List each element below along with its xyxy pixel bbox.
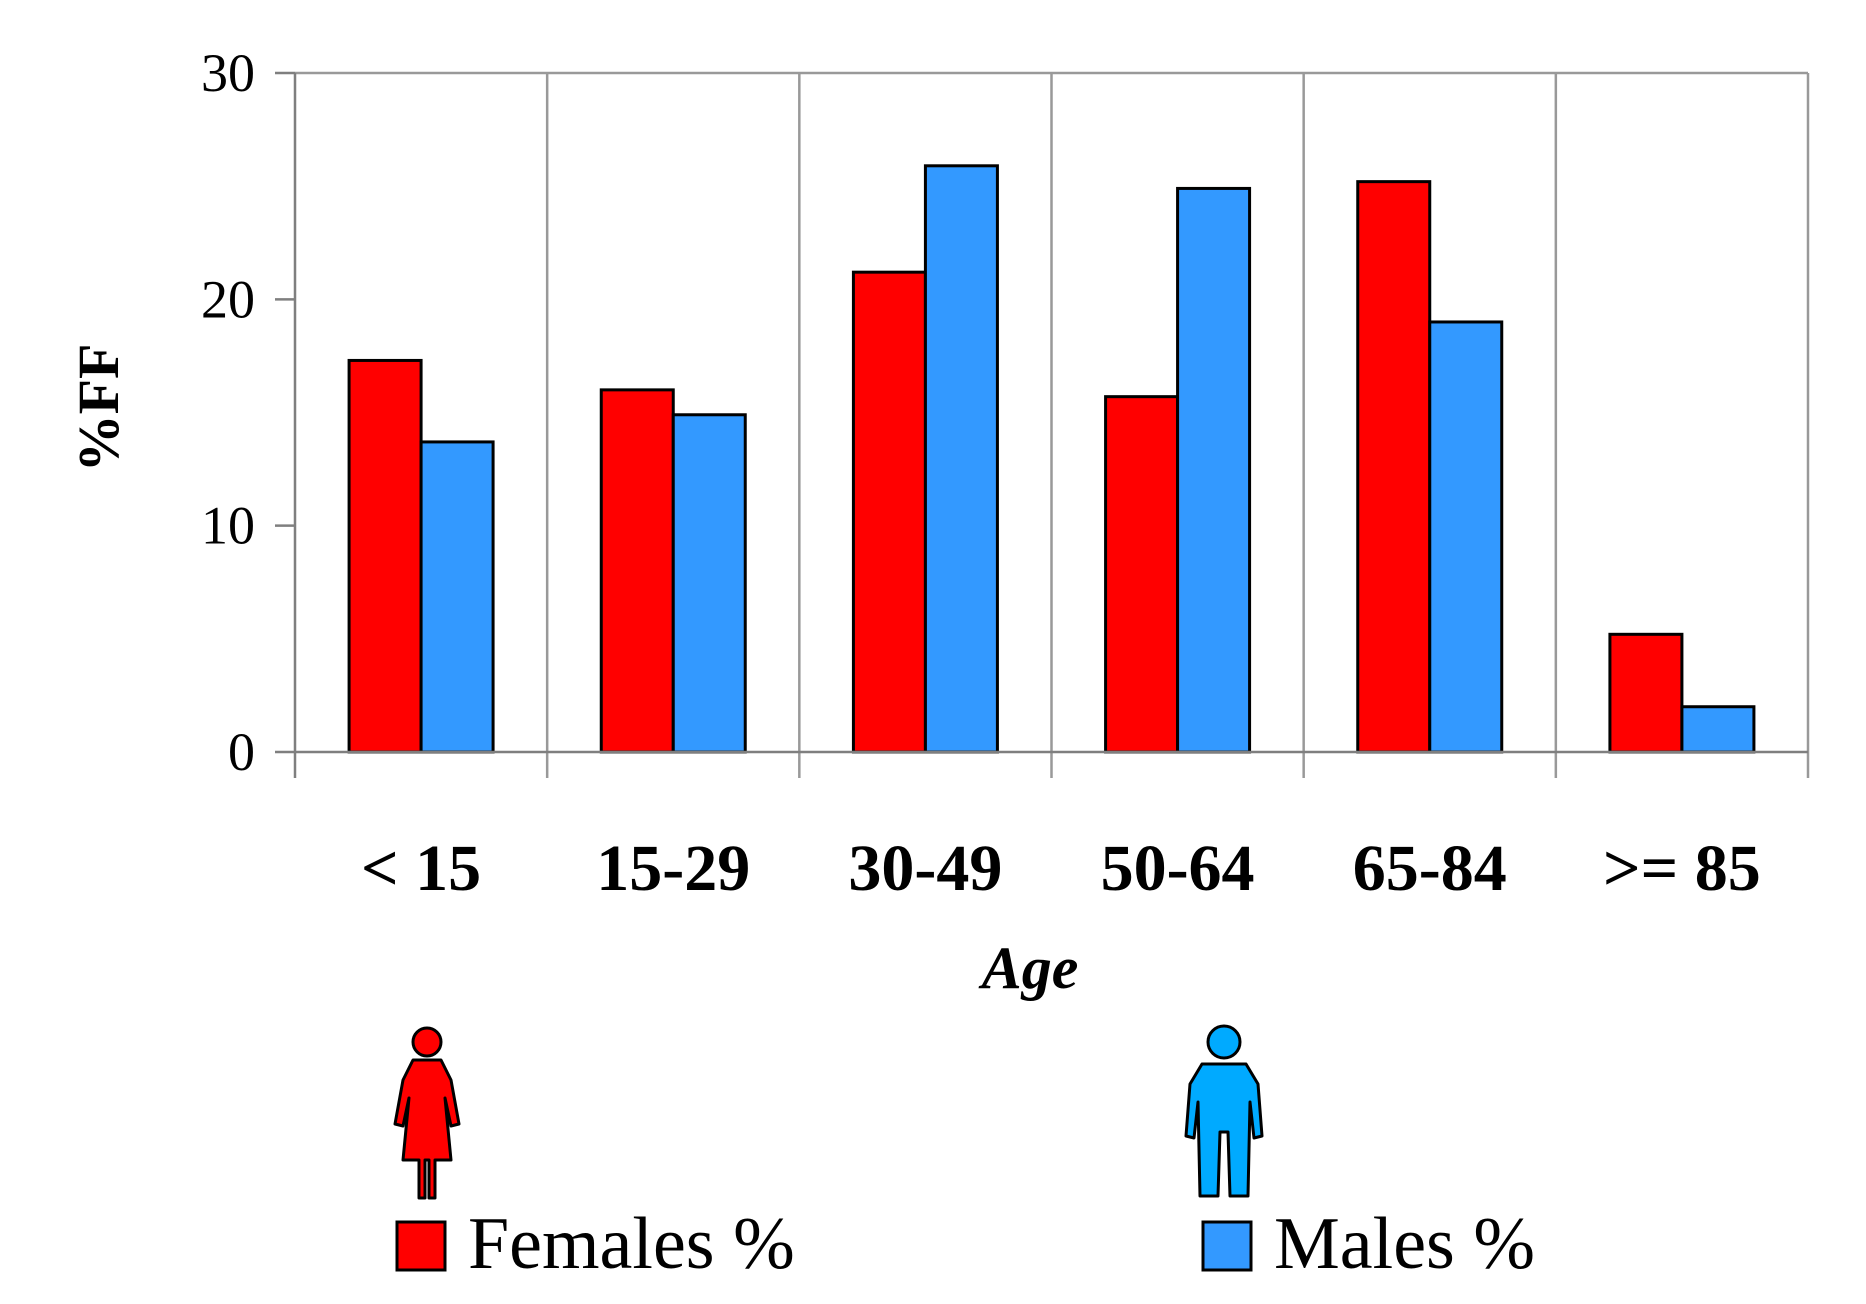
bar-females xyxy=(1104,395,1180,754)
female-person-icon xyxy=(393,1026,461,1200)
bar-males xyxy=(1176,186,1252,754)
bars xyxy=(347,164,1756,754)
x-category-label: 50-64 xyxy=(1101,832,1255,905)
legend-item-females: Females % xyxy=(393,1026,795,1285)
bar-males xyxy=(923,164,999,754)
x-category-label: < 15 xyxy=(361,832,481,905)
bar-males xyxy=(419,440,495,754)
y-axis-title: %FF xyxy=(66,344,131,473)
legend-item-males: Males % xyxy=(1184,1024,1535,1285)
x-category-label: 15-29 xyxy=(596,832,750,905)
legend-swatch-females xyxy=(395,1220,447,1272)
bar-females xyxy=(851,270,927,754)
x-category-label: 65-84 xyxy=(1353,832,1507,905)
x-category-label: >= 85 xyxy=(1603,832,1761,905)
legend-swatch-males xyxy=(1201,1220,1253,1272)
x-category-label: 30-49 xyxy=(848,832,1002,905)
legend-label-females: Females % xyxy=(468,1203,795,1285)
male-person-icon xyxy=(1184,1024,1264,1198)
bar-males xyxy=(1428,320,1504,754)
bar-males xyxy=(1680,705,1756,754)
bar-males xyxy=(671,413,747,754)
y-tick-label: 0 xyxy=(228,722,255,782)
y-tick-label: 30 xyxy=(201,43,255,103)
bar-females xyxy=(1608,632,1684,754)
axes xyxy=(275,71,1808,778)
bar-females xyxy=(1356,180,1432,754)
bar-females xyxy=(347,358,423,754)
y-tick-label: 20 xyxy=(201,269,255,329)
x-category-labels: < 15 15-29 30-49 50-64 65-84 >= 85 xyxy=(361,832,1761,905)
legend-label-males: Males % xyxy=(1274,1203,1535,1285)
y-tick-label: 10 xyxy=(201,496,255,556)
gridlines xyxy=(545,73,1810,778)
x-axis-title: Age xyxy=(978,935,1079,1001)
bar-females xyxy=(599,388,675,754)
y-tick-labels: 0 10 20 30 xyxy=(201,43,255,782)
